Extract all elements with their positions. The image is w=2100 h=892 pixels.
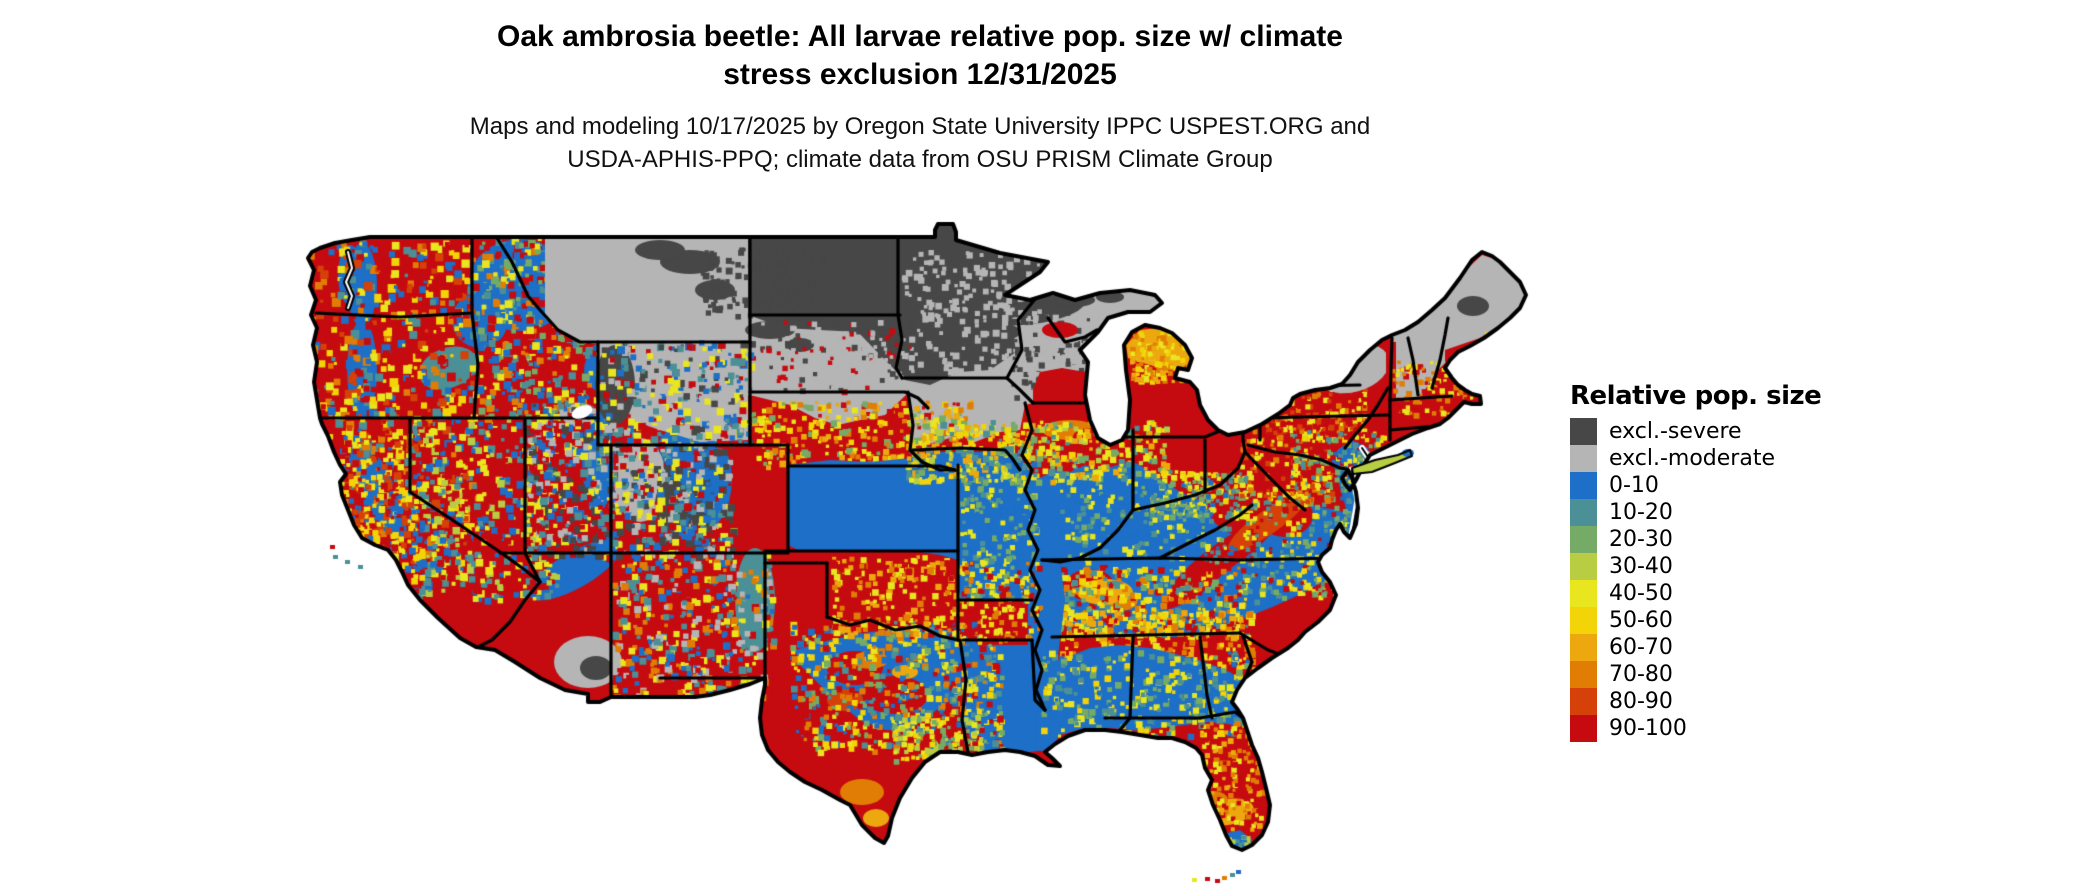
legend-row: 0-10: [1570, 472, 1821, 499]
legend-row: excl.-moderate: [1570, 445, 1821, 472]
figure-subtitle: Maps and modeling 10/17/2025 by Oregon S…: [0, 110, 1840, 176]
legend-swatch: [1570, 661, 1597, 688]
legend-title: Relative pop. size: [1570, 381, 1822, 411]
legend-swatch: [1570, 472, 1597, 499]
legend-row: 70-80: [1570, 661, 1821, 688]
legend-label: 30-40: [1609, 554, 1673, 579]
figure-subtitle-line2: USDA-APHIS-PPQ; climate data from OSU PR…: [567, 146, 1273, 173]
legend-label: 80-90: [1609, 689, 1673, 714]
legend-swatch: [1570, 688, 1597, 715]
legend-swatch: [1570, 553, 1597, 580]
legend: Relative pop. size excl.-severe excl.-mod…: [1570, 381, 1822, 742]
legend-rows: excl.-severe excl.-moderate 0-10 10-20 20-30…: [1570, 418, 1821, 742]
legend-label: 0-10: [1609, 473, 1659, 498]
legend-row: excl.-severe: [1570, 418, 1821, 445]
legend-row: 60-70: [1570, 634, 1821, 661]
legend-swatch: [1570, 418, 1597, 445]
legend-row: 50-60: [1570, 607, 1821, 634]
legend-swatch: [1570, 526, 1597, 553]
figure-header: Oak ambrosia beetle: All larvae relative…: [0, 18, 1840, 176]
legend-label: 90-100: [1609, 716, 1687, 741]
legend-label: 50-60: [1609, 608, 1673, 633]
legend-row: 20-30: [1570, 526, 1821, 553]
legend-label: 20-30: [1609, 527, 1673, 552]
legend-row: 90-100: [1570, 715, 1821, 742]
figure-title-line1: Oak ambrosia beetle: All larvae relative…: [497, 20, 1343, 53]
legend-swatch: [1570, 634, 1597, 661]
figure-title-line2: stress exclusion 12/31/2025: [723, 58, 1117, 91]
legend-swatch: [1570, 715, 1597, 742]
legend-swatch: [1570, 445, 1597, 472]
legend-row: 80-90: [1570, 688, 1821, 715]
figure-subtitle-line1: Maps and modeling 10/17/2025 by Oregon S…: [469, 113, 1371, 140]
us-population-map: [300, 218, 1550, 892]
legend-label: excl.-moderate: [1609, 446, 1775, 471]
legend-row: 30-40: [1570, 553, 1821, 580]
legend-label: 40-50: [1609, 581, 1673, 606]
legend-label: 60-70: [1609, 635, 1673, 660]
legend-label: 10-20: [1609, 500, 1673, 525]
legend-swatch: [1570, 607, 1597, 634]
legend-swatch: [1570, 580, 1597, 607]
legend-row: 10-20: [1570, 499, 1821, 526]
legend-row: 40-50: [1570, 580, 1821, 607]
legend-swatch: [1570, 499, 1597, 526]
legend-label: 70-80: [1609, 662, 1673, 687]
legend-label: excl.-severe: [1609, 419, 1742, 444]
